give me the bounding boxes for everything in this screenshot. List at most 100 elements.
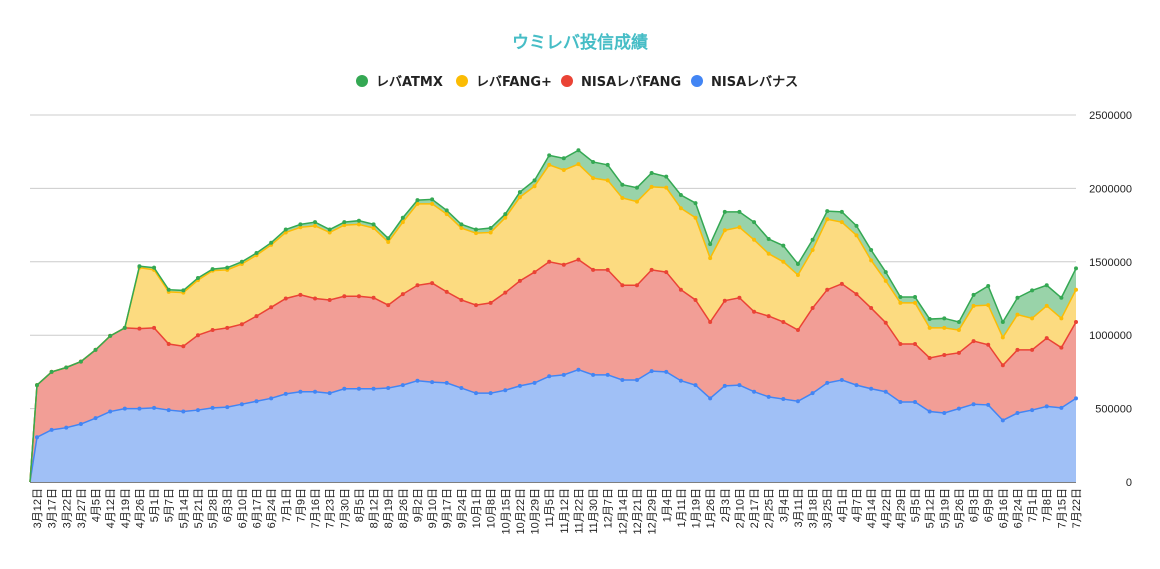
- data-point: [825, 209, 830, 214]
- data-point: [166, 408, 171, 413]
- data-point: [254, 250, 259, 255]
- y-tick-label: 0: [1126, 477, 1132, 489]
- area-series-0: [30, 369, 1076, 482]
- x-tick-label: 5月28日: [208, 488, 220, 528]
- y-tick-label: 500000: [1095, 404, 1132, 416]
- data-point: [942, 316, 947, 321]
- data-point: [1044, 283, 1049, 288]
- data-point: [1015, 295, 1020, 300]
- data-point: [474, 227, 479, 232]
- data-point: [854, 223, 859, 228]
- data-point: [927, 325, 932, 330]
- data-point: [298, 222, 303, 227]
- x-tick-label: 6月3日: [969, 488, 981, 522]
- data-point: [371, 226, 376, 231]
- x-tick-label: 8月5日: [354, 488, 366, 522]
- data-point: [342, 223, 347, 228]
- data-point: [561, 372, 566, 377]
- data-point: [693, 383, 698, 388]
- data-point: [444, 289, 449, 294]
- chart-title: ウミレバ投信成績: [512, 32, 648, 53]
- data-point: [503, 290, 508, 295]
- x-tick-label: 10月22日: [515, 488, 527, 534]
- x-tick-label: 2月17日: [749, 488, 761, 528]
- x-tick-label: 7月8日: [1042, 488, 1054, 522]
- data-point: [137, 326, 142, 331]
- data-point: [181, 344, 186, 349]
- data-point: [1074, 319, 1078, 324]
- data-point: [561, 156, 566, 161]
- data-point: [137, 264, 142, 269]
- data-point: [913, 295, 918, 300]
- x-tick-label: 8月19日: [383, 488, 395, 528]
- data-point: [1074, 266, 1078, 271]
- data-point: [400, 383, 405, 388]
- x-tick-label: 5月14日: [178, 488, 190, 528]
- data-point: [576, 148, 581, 153]
- data-point: [225, 405, 230, 410]
- data-point: [795, 328, 800, 333]
- data-point: [1000, 418, 1005, 423]
- x-tick-label: 7月1日: [281, 488, 293, 522]
- data-point: [942, 353, 947, 358]
- data-point: [664, 270, 669, 275]
- data-point: [1044, 404, 1049, 409]
- data-point: [108, 409, 113, 414]
- data-point: [400, 220, 405, 225]
- data-point: [517, 278, 522, 283]
- x-tick-label: 5月26日: [954, 488, 966, 528]
- data-point: [605, 267, 610, 272]
- data-point: [722, 298, 727, 303]
- x-tick-label: 2月10日: [734, 488, 746, 528]
- data-point: [430, 201, 435, 206]
- legend-marker: [356, 75, 368, 87]
- data-point: [752, 389, 757, 394]
- data-point: [883, 320, 888, 325]
- data-point: [971, 402, 976, 407]
- x-tick-label: 4月12日: [105, 488, 117, 528]
- data-point: [371, 222, 376, 227]
- x-tick-label: 1月26日: [705, 488, 717, 528]
- data-point: [415, 201, 420, 206]
- data-point: [386, 239, 391, 244]
- data-point: [49, 427, 54, 432]
- data-point: [1059, 405, 1064, 410]
- data-point: [986, 342, 991, 347]
- data-point: [693, 215, 698, 220]
- x-tick-label: 8月12日: [369, 488, 381, 528]
- legend-marker: [456, 75, 468, 87]
- x-tick-label: 2月25日: [764, 488, 776, 528]
- x-tick-label: 5月19日: [939, 488, 951, 528]
- data-point: [166, 287, 171, 292]
- data-point: [313, 296, 318, 301]
- data-point: [898, 342, 903, 347]
- data-point: [913, 300, 918, 305]
- data-point: [108, 333, 113, 338]
- data-point: [225, 325, 230, 330]
- data-point: [810, 391, 815, 396]
- x-tick-label: 6月24日: [1012, 488, 1024, 528]
- x-tick-label: 4月26日: [134, 488, 146, 528]
- x-tick-label: 7月9日: [295, 488, 307, 522]
- data-point: [195, 408, 200, 413]
- data-point: [898, 300, 903, 305]
- data-point: [137, 406, 142, 411]
- x-tick-label: 3月22日: [61, 488, 73, 528]
- data-point: [269, 240, 274, 245]
- x-tick-label: 4月7日: [851, 488, 863, 522]
- data-point: [913, 399, 918, 404]
- data-point: [927, 355, 932, 360]
- data-point: [825, 380, 830, 385]
- data-point: [576, 162, 581, 167]
- data-point: [327, 297, 332, 302]
- legend-marker: [561, 75, 573, 87]
- legend-marker: [691, 75, 703, 87]
- data-point: [591, 372, 596, 377]
- data-point: [64, 425, 69, 430]
- data-point: [854, 383, 859, 388]
- data-point: [1000, 363, 1005, 368]
- data-point: [649, 267, 654, 272]
- data-point: [737, 225, 742, 230]
- data-point: [634, 185, 639, 190]
- data-point: [547, 259, 552, 264]
